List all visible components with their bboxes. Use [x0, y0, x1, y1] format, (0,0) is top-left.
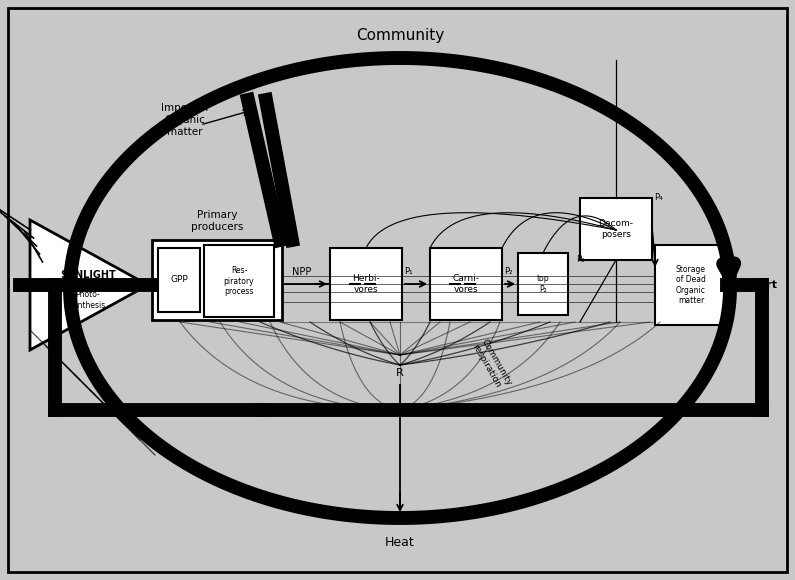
Text: Herbi-
vores: Herbi- vores: [352, 274, 380, 293]
Text: Community
respiration: Community respiration: [470, 338, 513, 393]
Text: P₂: P₂: [504, 267, 512, 277]
Bar: [655, 245, 727, 325]
Bar: [580, 198, 652, 260]
Text: top
P₂: top P₂: [537, 274, 549, 293]
Text: Export: Export: [736, 280, 777, 290]
Text: Import of
Organic
matter: Import of Organic matter: [161, 103, 209, 137]
Bar: [430, 248, 502, 320]
Bar: [158, 248, 200, 312]
Bar: [518, 253, 568, 315]
Text: Primary
producers: Primary producers: [191, 211, 243, 232]
Text: Decom-
posers: Decom- posers: [599, 219, 634, 239]
Text: SUNLIGHT: SUNLIGHT: [60, 270, 116, 280]
Text: Res-
piratory
process: Res- piratory process: [223, 266, 254, 296]
Text: Carni-
vores: Carni- vores: [452, 274, 479, 293]
Text: GPP: GPP: [170, 276, 188, 285]
Text: NPP: NPP: [292, 267, 312, 277]
Polygon shape: [30, 220, 148, 350]
Text: Photo-
synthesis: Photo- synthesis: [70, 291, 106, 310]
Text: R: R: [396, 368, 404, 378]
Bar: [330, 248, 402, 320]
Text: Community: Community: [356, 28, 444, 43]
Text: P₁: P₁: [404, 267, 413, 277]
Text: Storage
of Dead
Organic
matter: Storage of Dead Organic matter: [676, 265, 706, 305]
Bar: [204, 245, 274, 317]
Text: Heat: Heat: [385, 535, 415, 549]
Text: P₃: P₃: [576, 256, 584, 264]
Bar: [152, 240, 282, 320]
Text: P₄: P₄: [653, 194, 662, 202]
